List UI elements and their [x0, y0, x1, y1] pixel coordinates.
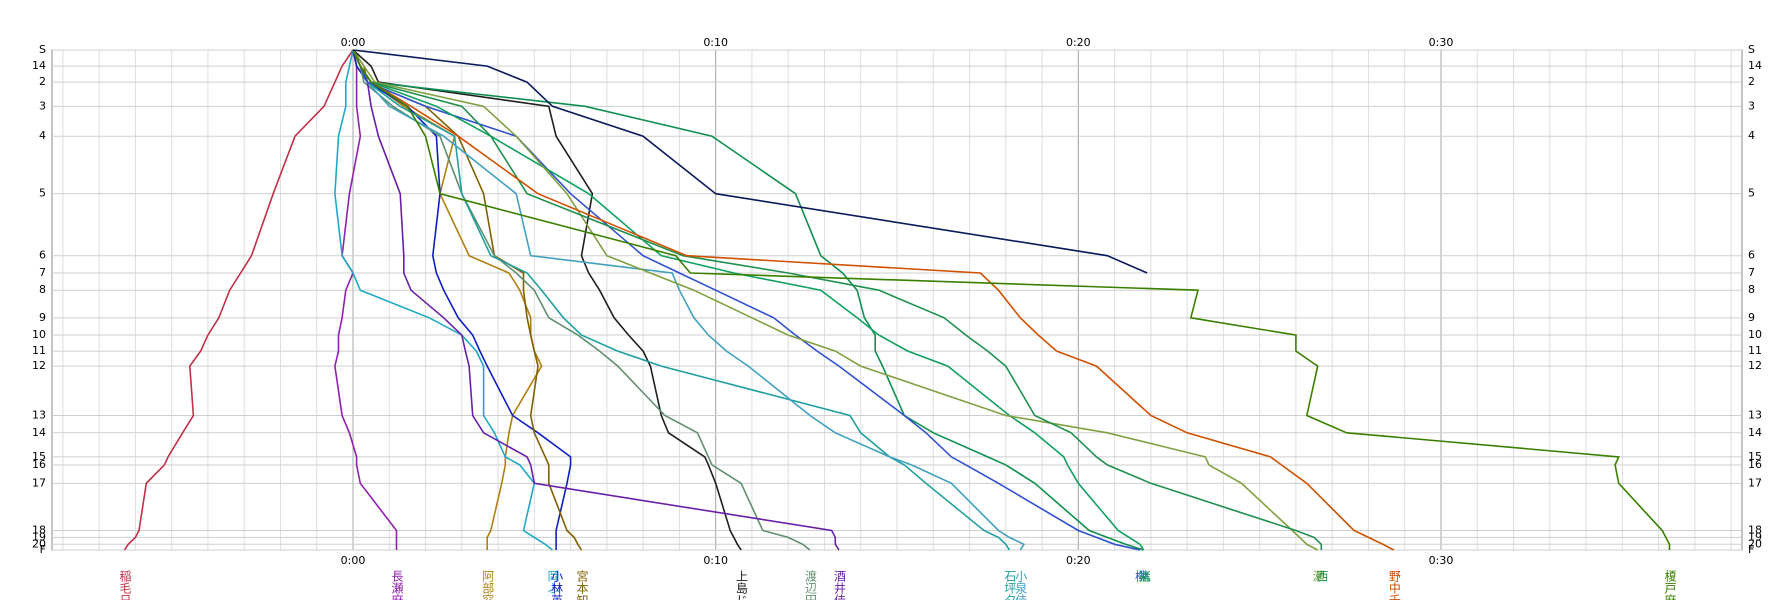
runner-name: 丸 — [1137, 570, 1151, 583]
y-tick-label-left: 12 — [32, 359, 46, 372]
series-line — [334, 49, 398, 550]
y-tick-label-left: 3 — [39, 99, 46, 112]
y-tick-label-left: 15 — [32, 450, 46, 463]
runner-name: 石坪夕 — [1003, 570, 1017, 600]
y-tick-label-right: 6 — [1748, 249, 1755, 262]
series-line — [352, 49, 1144, 551]
series-line — [352, 49, 572, 550]
y-tick-label-left: 10 — [32, 328, 46, 341]
y-tick-label-right: S — [1748, 43, 1755, 56]
y-tick-label-right: 14 — [1748, 426, 1762, 439]
y-tick-label-right: 10 — [1748, 328, 1762, 341]
runner-name: 稲毛日 — [118, 570, 132, 600]
series-line — [123, 49, 354, 551]
y-tick-label-left: 17 — [32, 476, 46, 489]
series-line — [352, 49, 1319, 551]
runner-name: 柳 — [1133, 570, 1147, 583]
y-tick-label-left: 14 — [32, 426, 46, 439]
y-tick-label-left: 4 — [39, 129, 46, 142]
runner-name: 酒井佳 — [832, 570, 846, 600]
y-tick-label-right: 8 — [1748, 283, 1755, 296]
y-tick-label-right: 18 — [1748, 523, 1762, 536]
y-tick-label-left: 2 — [39, 75, 46, 88]
runner-name: 猪 — [1137, 570, 1151, 583]
runner-name: 渡辺円 — [803, 569, 817, 600]
series-line — [352, 49, 1671, 550]
runner-name: 西 — [1315, 570, 1329, 582]
y-tick-label-right: 3 — [1748, 99, 1755, 112]
y-tick-label-right: 9 — [1748, 311, 1755, 324]
y-tick-label-left: S — [39, 43, 46, 56]
series-line — [334, 49, 553, 551]
y-tick-label-right: 13 — [1748, 409, 1762, 422]
x-tick-label-bottom: 0:10 — [703, 554, 728, 567]
y-tick-label-right: 20 — [1748, 537, 1762, 550]
y-tick-label-right: 15 — [1748, 450, 1762, 463]
y-tick-label-right: 12 — [1748, 359, 1762, 372]
series-line — [352, 49, 583, 551]
runner-name: 小泉佳 — [1014, 570, 1028, 600]
y-tick-label-left: 7 — [39, 266, 46, 279]
series-line — [352, 49, 742, 551]
runner-name: 阿部窓 — [481, 570, 495, 600]
runner-name: 岡ふ — [546, 570, 560, 594]
runner-name: 榎戸麻 — [1663, 569, 1677, 600]
y-tick-label-left: 18 — [32, 523, 46, 536]
y-tick-label-left: 5 — [39, 187, 46, 200]
runner-name: 瀬 — [1311, 570, 1325, 582]
x-tick-label-bottom: 0:20 — [1066, 554, 1091, 567]
runner-name: 宮本知 — [575, 569, 589, 600]
y-tick-label-right: 14 — [1748, 59, 1762, 72]
y-tick-label-left: 14 — [32, 59, 46, 72]
y-tick-label-left: 9 — [39, 311, 46, 324]
y-tick-label-right: 4 — [1748, 129, 1755, 142]
y-tick-label-right: 19 — [1748, 530, 1762, 543]
series-line — [352, 49, 1323, 550]
x-tick-label-top: 0:10 — [703, 36, 728, 49]
runner-name: 野中千 — [1387, 570, 1401, 600]
series-line — [352, 49, 1011, 551]
runner-name: 小林英 — [550, 570, 564, 600]
y-tick-label-right: 16 — [1748, 458, 1762, 471]
y-tick-label-right: F — [1748, 543, 1754, 556]
y-tick-label-left: 16 — [32, 458, 46, 471]
y-tick-label-left: F — [40, 543, 46, 556]
series-line — [352, 49, 1145, 551]
y-tick-label-right: 5 — [1748, 187, 1755, 200]
x-tick-label-top: 0:30 — [1429, 36, 1454, 49]
series-line — [352, 49, 1148, 274]
y-tick-label-right: 7 — [1748, 266, 1755, 279]
series-line — [352, 49, 1395, 551]
series-line — [352, 49, 1141, 551]
x-tick-label-top: 0:00 — [341, 36, 366, 49]
y-tick-label-right: 11 — [1748, 344, 1762, 357]
y-tick-label-left: 19 — [32, 530, 46, 543]
y-tick-label-right: 17 — [1748, 476, 1762, 489]
series-line — [352, 49, 840, 551]
y-tick-label-left: 8 — [39, 283, 46, 296]
x-tick-label-bottom: 0:30 — [1429, 554, 1454, 567]
x-tick-label-top: 0:20 — [1066, 36, 1091, 49]
y-tick-label-left: 11 — [32, 344, 46, 357]
runner-name: 上島じ — [735, 570, 749, 600]
y-tick-label-left: 6 — [39, 249, 46, 262]
y-tick-label-left: 13 — [32, 409, 46, 422]
y-tick-label-left: 20 — [32, 537, 46, 550]
y-tick-label-right: 2 — [1748, 75, 1755, 88]
runner-name: 長瀬麻 — [390, 570, 404, 600]
x-tick-label-bottom: 0:00 — [341, 554, 366, 567]
